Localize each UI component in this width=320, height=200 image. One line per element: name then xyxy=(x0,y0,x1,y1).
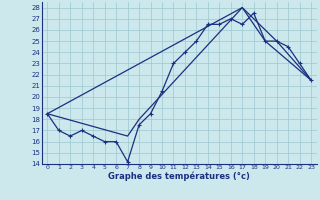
X-axis label: Graphe des températures (°c): Graphe des températures (°c) xyxy=(108,172,250,181)
